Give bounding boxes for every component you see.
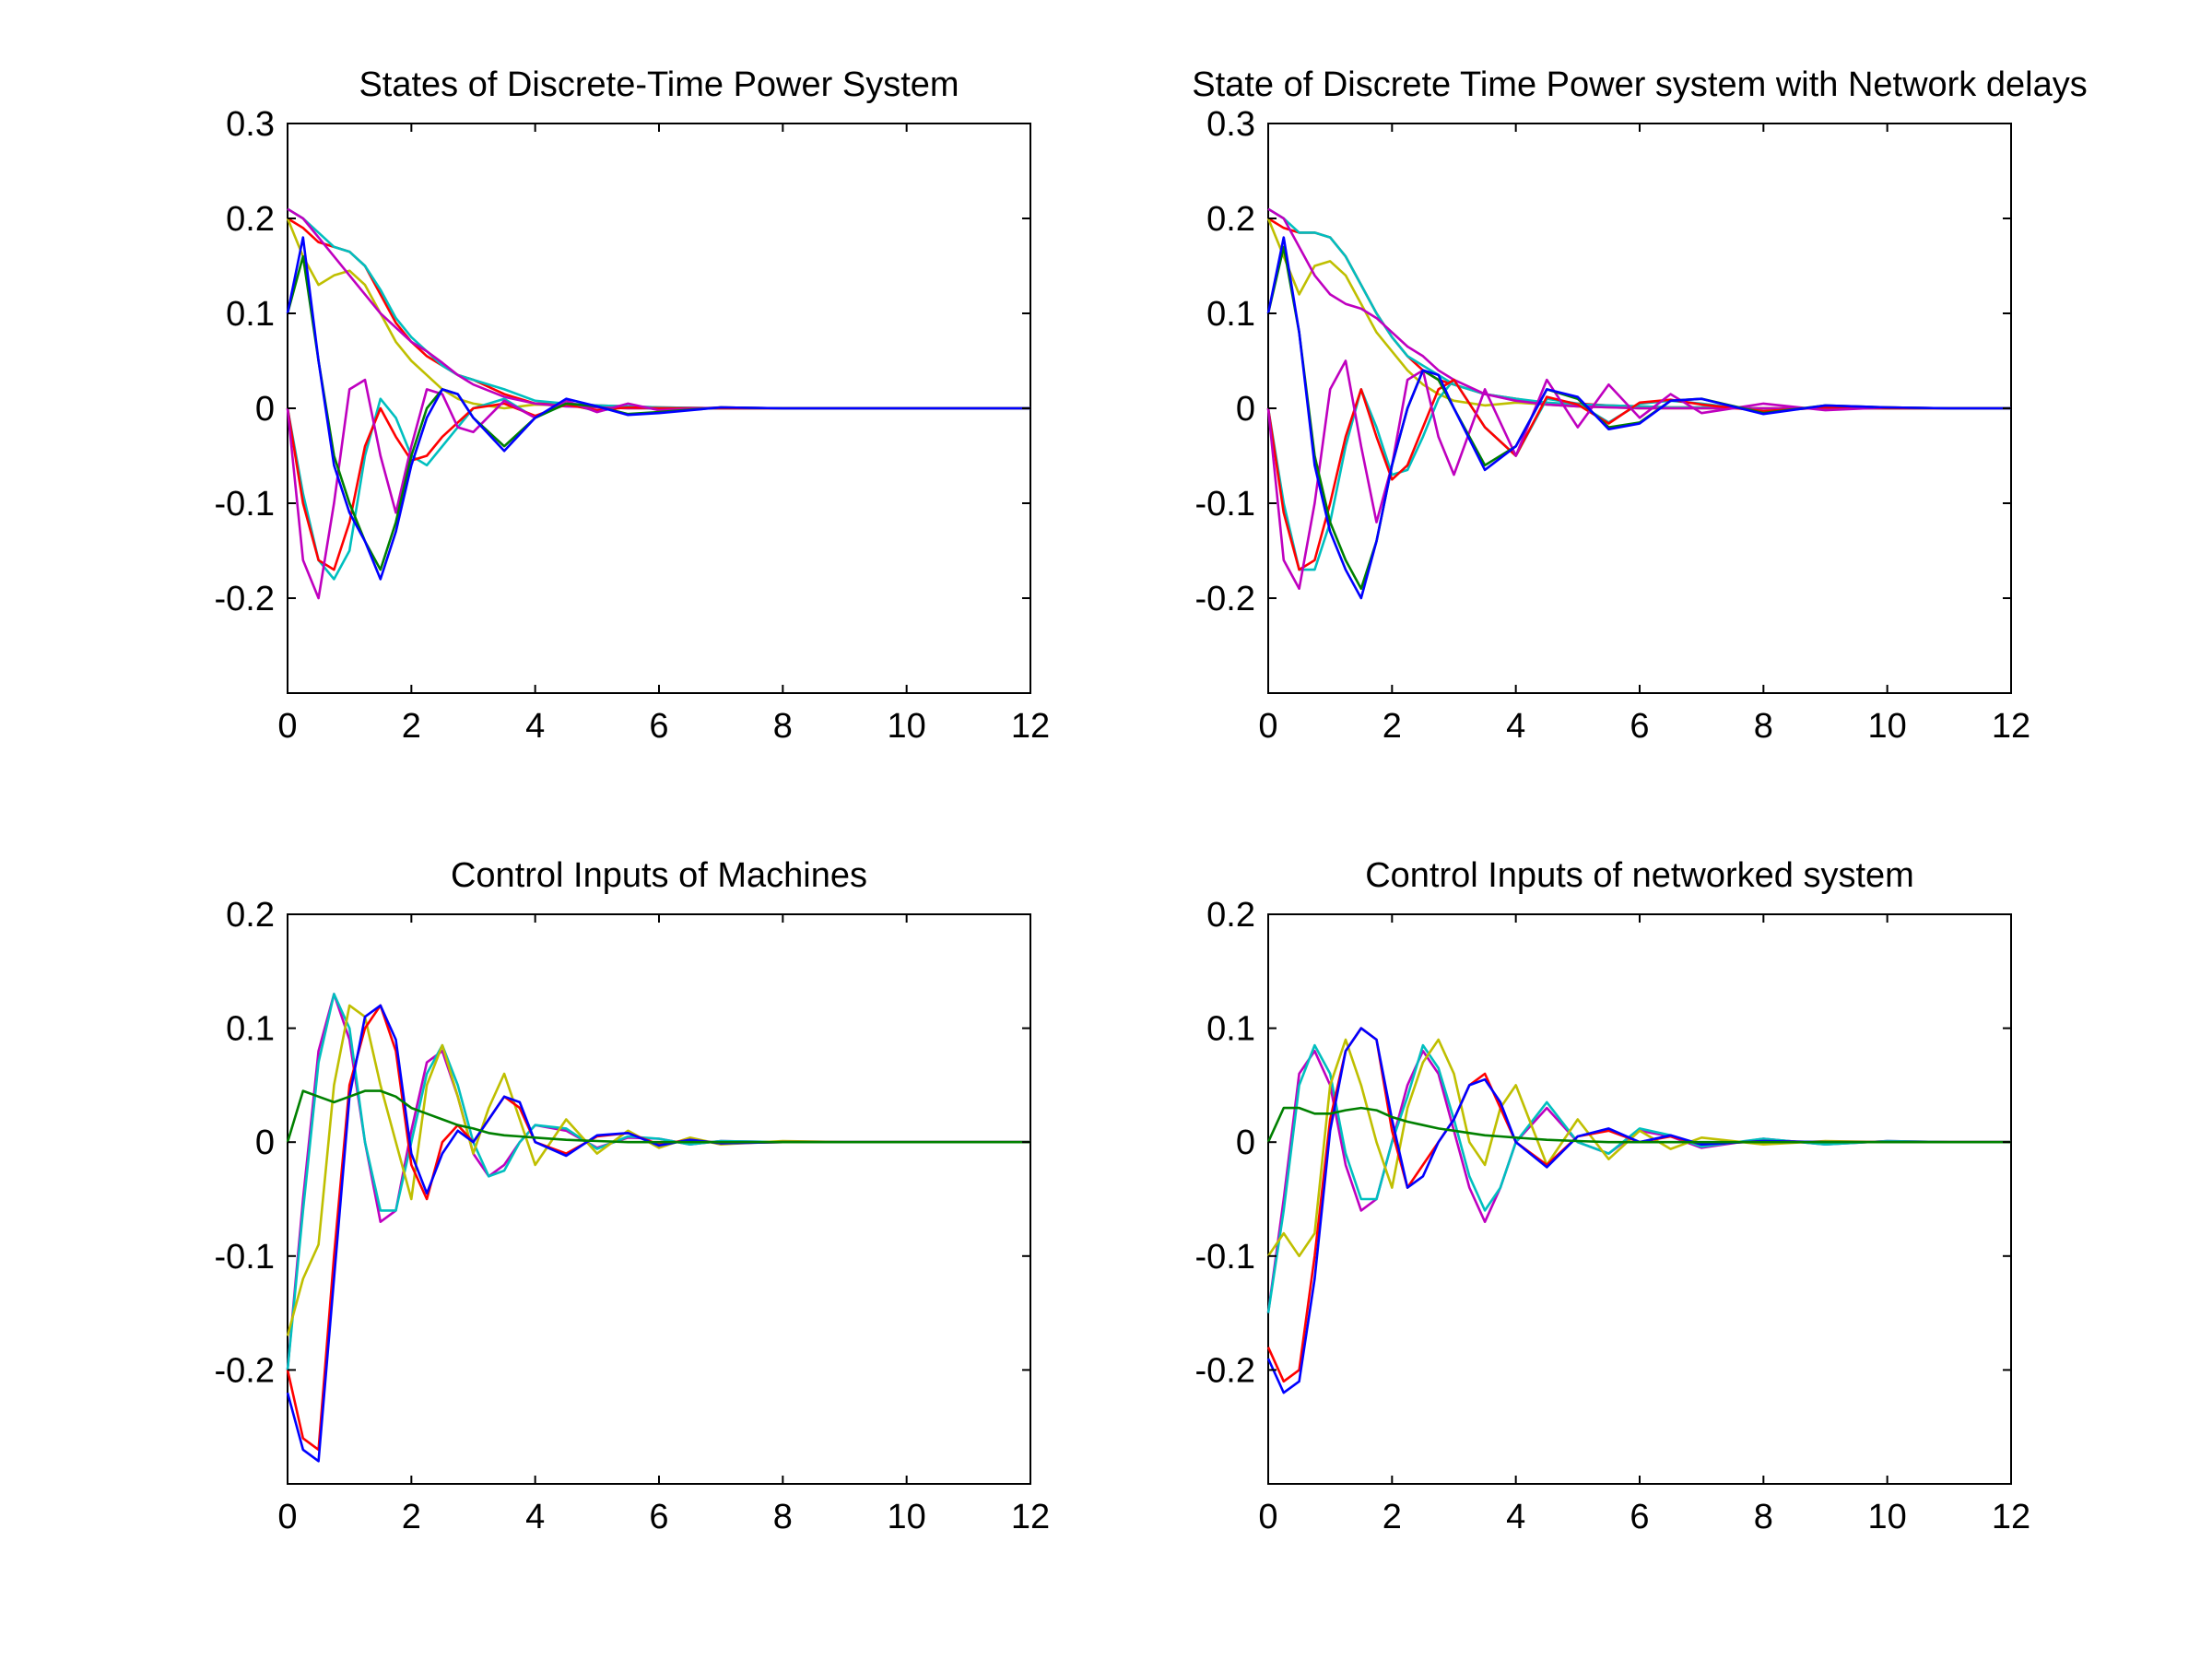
subplot-1-ytick-label-5: 0.2 <box>226 200 275 239</box>
subplot-1-xtick-label-7: 12 <box>1011 707 1050 746</box>
subplot-3-series-group <box>286 993 1030 1463</box>
subplot-2: State of Discrete Time Power system with… <box>1192 65 2087 746</box>
subplot-4-xtick-label-2: 2 <box>1382 1498 1402 1536</box>
subplot-4-title: Control Inputs of networked system <box>1365 856 1914 895</box>
subplot-3-ticks-group: 0 2 4 6 8 10 12 -0.2 -0.1 0 0.1 0.2 <box>215 896 1051 1536</box>
subplot-1-xtick-label-3: 4 <box>525 707 545 746</box>
subplot-2-ytick-label-2: -0.1 <box>1195 485 1255 524</box>
subplot-2-xtick-label-6: 10 <box>1868 707 1907 746</box>
subplot-3-xtick-label-3: 4 <box>525 1498 545 1536</box>
subplot-4-ytick-label-2: -0.1 <box>1195 1238 1255 1277</box>
subplot-4-xtick-label-4: 6 <box>1630 1498 1649 1536</box>
subplot-1-ytick-label-3: 0 <box>255 390 275 429</box>
subplot-3-xtick-label-1: 0 <box>277 1498 297 1536</box>
subplot-2-series-line-4 <box>1267 207 2011 410</box>
subplot-2-series-group <box>1266 207 2011 600</box>
subplot-1-xtick-label-2: 2 <box>402 707 421 746</box>
subplot-1-series-line-9 <box>286 236 1030 581</box>
subplot-2-xtick-label-2: 2 <box>1382 707 1402 746</box>
subplot-2-ytick-label-1: -0.2 <box>1195 580 1255 618</box>
subplot-1-series-group <box>286 207 1030 600</box>
subplot-3-ytick-label-3: 0 <box>255 1124 275 1162</box>
subplot-2-series-line-9 <box>1266 236 2011 600</box>
subplot-3-series-line-6 <box>286 1089 1030 1144</box>
subplot-4-xtick-label-1: 0 <box>1258 1498 1277 1536</box>
subplot-1-ytick-label-2: -0.1 <box>215 485 275 524</box>
subplot-3-xtick-label-6: 10 <box>888 1498 926 1536</box>
subplot-1-xtick-label-1: 0 <box>277 707 297 746</box>
subplot-2-series-line-7 <box>1266 359 2011 591</box>
subplot-2-title: State of Discrete Time Power system with… <box>1192 65 2087 104</box>
subplot-2-ytick-label-4: 0.1 <box>1206 295 1255 334</box>
subplot-2-xtick-label-7: 12 <box>1992 707 2030 746</box>
subplot-2-ticks-group: 0 2 4 6 8 10 12 -0.2 -0.1 0 0.1 0.2 0.3 <box>1195 105 2031 746</box>
subplot-1-ticks-group: 0 2 4 6 8 10 12 -0.2 -0.1 0 0.1 0.2 0.3 <box>215 105 1051 746</box>
subplot-2-xtick-label-5: 8 <box>1754 707 1773 746</box>
subplot-1-xtick-label-4: 6 <box>649 707 668 746</box>
subplot-4-xtick-label-7: 12 <box>1992 1498 2030 1536</box>
subplot-1-xtick-label-5: 8 <box>773 707 793 746</box>
subplot-2-xtick-label-1: 0 <box>1258 707 1277 746</box>
subplot-1-title: States of Discrete-Time Power System <box>359 65 959 104</box>
subplot-2-xtick-label-4: 6 <box>1630 707 1649 746</box>
subplot-4-ytick-label-1: -0.2 <box>1195 1351 1255 1390</box>
subplot-1: States of Discrete-Time Power System 0 2 4… <box>215 65 1051 746</box>
subplot-3-ytick-label-1: -0.2 <box>215 1351 275 1390</box>
subplot-3-ytick-label-4: 0.1 <box>226 1010 275 1049</box>
subplot-4-xtick-label-3: 4 <box>1506 1498 1525 1536</box>
subplot-4-xtick-label-6: 10 <box>1868 1498 1907 1536</box>
subplot-2-xtick-label-3: 4 <box>1506 707 1525 746</box>
subplot-3-xtick-label-2: 2 <box>402 1498 421 1536</box>
subplot-1-ytick-label-4: 0.1 <box>226 295 275 334</box>
subplot-2-ytick-label-5: 0.2 <box>1206 200 1255 239</box>
subplot-2-ytick-label-6: 0.3 <box>1206 105 1255 144</box>
subplot-3-ytick-label-2: -0.1 <box>215 1238 275 1277</box>
subplot-4-axes-frame <box>1267 913 2012 1485</box>
subplot-3-xtick-label-5: 8 <box>773 1498 793 1536</box>
subplot-3: Control Inputs of Machines 0 2 4 6 8 10 12 -0.2… <box>215 856 1051 1536</box>
subplot-1-ytick-label-6: 0.3 <box>226 105 275 144</box>
subplot-4-series-group <box>1266 1027 2011 1394</box>
subplot-3-xtick-label-4: 6 <box>649 1498 668 1536</box>
subplot-4-series-line-6 <box>1266 1106 2011 1144</box>
subplot-2-ytick-label-3: 0 <box>1236 390 1255 429</box>
subplot-4: Control Inputs of networked system 0 2 4 6 8… <box>1195 856 2031 1536</box>
subplot-4-xtick-label-5: 8 <box>1754 1498 1773 1536</box>
subplot-3-ytick-label-5: 0.2 <box>226 896 275 935</box>
subplot-4-ticks-group: 0 2 4 6 8 10 12 -0.2 -0.1 0 0.1 0.2 <box>1195 896 2031 1536</box>
subplot-3-xtick-label-7: 12 <box>1011 1498 1050 1536</box>
subplot-4-ytick-label-4: 0.1 <box>1206 1010 1255 1049</box>
subplot-1-ytick-label-1: -0.2 <box>215 580 275 618</box>
subplot-1-xtick-label-6: 10 <box>888 707 926 746</box>
subplot-4-ytick-label-5: 0.2 <box>1206 896 1255 935</box>
subplot-3-title: Control Inputs of Machines <box>451 856 867 895</box>
subplot-4-ytick-label-3: 0 <box>1236 1124 1255 1162</box>
